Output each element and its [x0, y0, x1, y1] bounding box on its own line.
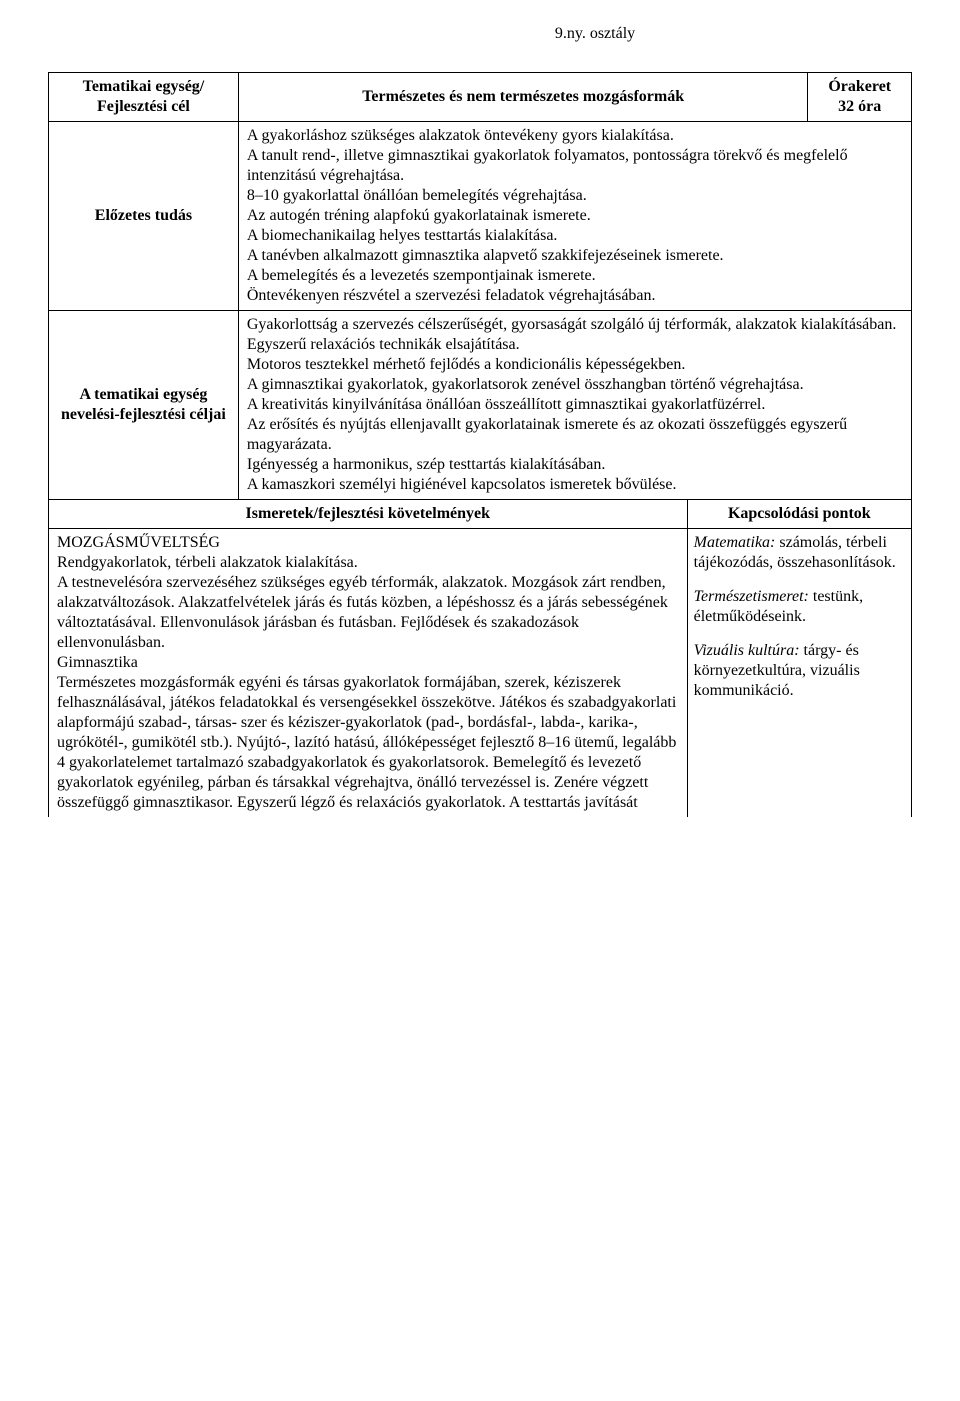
req-block1-title: MOZGÁSMŰVELTSÉG — [57, 534, 220, 551]
link-math-subject: Matematika: — [694, 534, 776, 551]
prior-knowledge-text: A gyakorláshoz szükséges alakzatok öntev… — [247, 126, 905, 306]
header-left: Tematikai egység/ Fejlesztési cél — [49, 73, 239, 122]
link-nature-subject: Természetismeret: — [694, 588, 809, 605]
header-right: Órakeret 32 óra — [808, 73, 912, 122]
goals-text: Gyakorlottság a szervezés célszerűségét,… — [247, 315, 905, 495]
link-visual: Vizuális kultúra: tárgy- és környezetkul… — [694, 641, 905, 701]
link-visual-subject: Vizuális kultúra: — [694, 642, 800, 659]
link-nature: Természetismeret: testünk, életműködései… — [694, 587, 905, 627]
prior-knowledge-content: A gyakorláshoz szükséges alakzatok öntev… — [238, 122, 911, 311]
requirements-table: Ismeretek/fejlesztési követelmények Kapc… — [48, 500, 912, 817]
curriculum-table: Tematikai egység/ Fejlesztési cél Termés… — [48, 72, 912, 500]
goals-label: A tematikai egység nevelési-fejlesztési … — [49, 311, 239, 500]
sub-header-links: Kapcsolódási pontok — [687, 500, 911, 529]
sub-header-requirements: Ismeretek/fejlesztési követelmények — [49, 500, 688, 529]
req-block1-text: Rendgyakorlatok, térbeli alakzatok kiala… — [57, 554, 668, 651]
header-mid: Természetes és nem természetes mozgásfor… — [238, 73, 808, 122]
req-block2-text: Természetes mozgásformák egyéni és társa… — [57, 674, 676, 811]
page-title: 9.ny. osztály — [278, 24, 912, 44]
goals-content: Gyakorlottság a szervezés célszerűségét,… — [238, 311, 911, 500]
header-right-top: Órakeret — [814, 77, 905, 97]
link-math: Matematika: számolás, térbeli tájékozódá… — [694, 533, 905, 573]
requirements-cell: MOZGÁSMŰVELTSÉG Rendgyakorlatok, térbeli… — [49, 529, 688, 818]
header-left-text: Tematikai egység/ Fejlesztési cél — [83, 78, 205, 115]
links-cell: Matematika: számolás, térbeli tájékozódá… — [687, 529, 911, 818]
header-right-bottom: 32 óra — [814, 97, 905, 117]
prior-knowledge-label: Előzetes tudás — [49, 122, 239, 311]
req-block2-title: Gimnasztika — [57, 654, 138, 671]
